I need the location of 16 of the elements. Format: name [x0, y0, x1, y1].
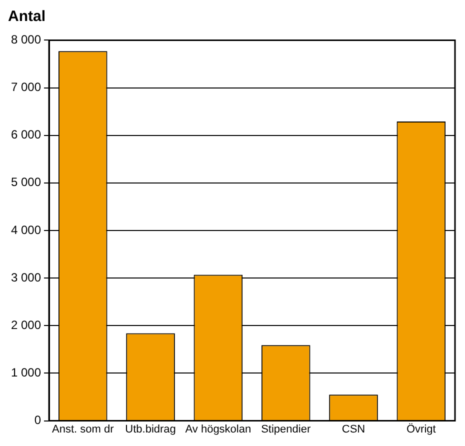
x-tick-label: Övrigt [406, 422, 436, 436]
y-tick-label: 8 000 [11, 32, 42, 47]
x-tick-label: Av högskolan [185, 423, 252, 436]
y-tick-label: 7 000 [11, 80, 42, 94]
x-tick-label: CSN [342, 423, 366, 436]
y-tick-label: 4 000 [11, 222, 42, 237]
y-tick-label: 1 000 [11, 366, 42, 380]
y-tick-label: 3 000 [11, 270, 42, 284]
x-tick-label: Anst. som dr [52, 423, 114, 436]
y-tick-label: 6 000 [11, 128, 42, 142]
x-tick-label: Stipendier [261, 423, 311, 436]
y-tick-label: 5 000 [11, 175, 42, 190]
y-tick-label: 0 [34, 413, 42, 428]
y-tick-label: 2 000 [11, 318, 42, 332]
y-axis-title: Antal [8, 8, 46, 27]
x-tick-label: Utb.bidrag [125, 423, 176, 436]
